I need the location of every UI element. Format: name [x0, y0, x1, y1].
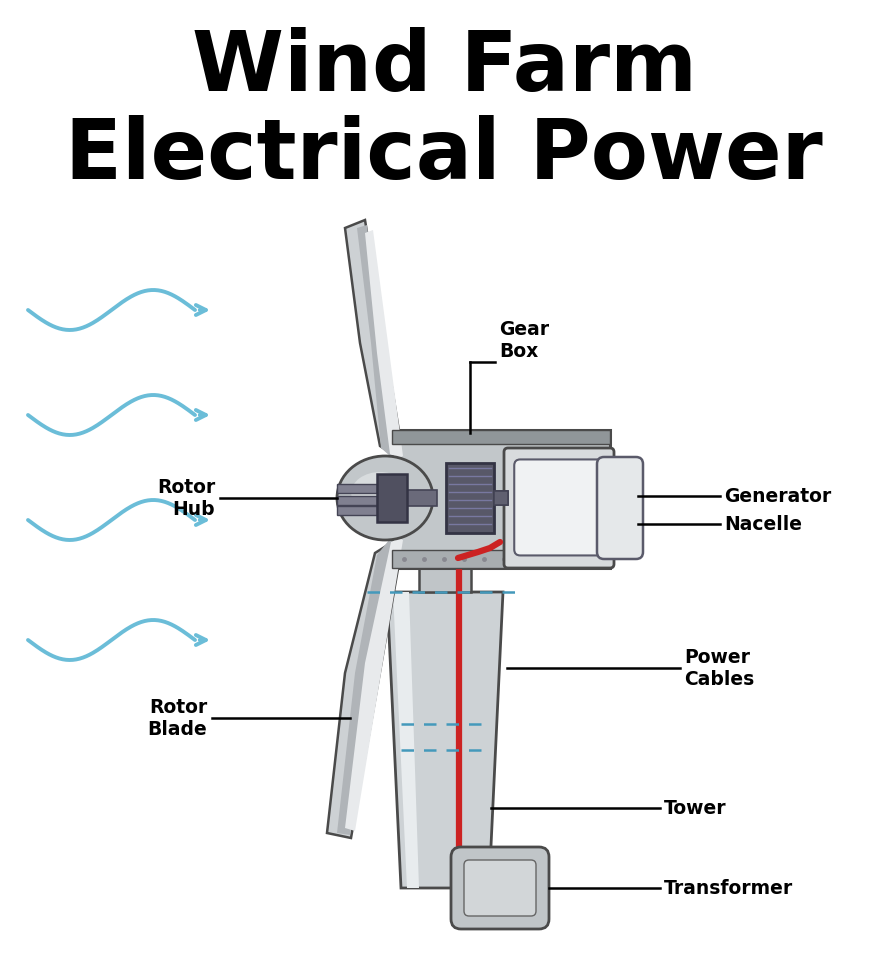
- FancyBboxPatch shape: [451, 847, 549, 929]
- Bar: [392, 430, 610, 568]
- Text: Rotor
Blade: Rotor Blade: [147, 698, 207, 739]
- Bar: [377, 474, 407, 522]
- Bar: [446, 463, 494, 533]
- Polygon shape: [327, 538, 403, 838]
- Bar: [337, 484, 377, 493]
- Text: Wind Farm: Wind Farm: [192, 27, 696, 109]
- Text: Rotor
Hub: Rotor Hub: [157, 477, 215, 518]
- Text: Electrical Power: Electrical Power: [65, 115, 823, 195]
- Bar: [337, 506, 377, 515]
- Bar: [392, 430, 610, 444]
- FancyBboxPatch shape: [597, 457, 643, 559]
- Ellipse shape: [337, 456, 433, 540]
- FancyBboxPatch shape: [514, 460, 603, 556]
- FancyBboxPatch shape: [504, 448, 614, 568]
- Bar: [337, 496, 377, 505]
- Polygon shape: [345, 220, 403, 458]
- Text: Power
Cables: Power Cables: [684, 648, 754, 689]
- Bar: [419, 564, 471, 592]
- Polygon shape: [337, 540, 393, 835]
- Polygon shape: [365, 230, 403, 458]
- FancyBboxPatch shape: [464, 860, 536, 916]
- Ellipse shape: [351, 472, 408, 514]
- Bar: [494, 491, 508, 505]
- Bar: [494, 491, 508, 505]
- Polygon shape: [387, 592, 503, 888]
- Bar: [407, 490, 437, 506]
- Text: Transformer: Transformer: [664, 878, 793, 898]
- Polygon shape: [393, 592, 419, 888]
- Polygon shape: [345, 538, 403, 831]
- Bar: [392, 550, 610, 568]
- Text: Tower: Tower: [664, 799, 726, 817]
- Polygon shape: [357, 225, 395, 456]
- Text: Gear
Box: Gear Box: [499, 319, 549, 361]
- Text: Nacelle: Nacelle: [724, 514, 802, 533]
- Text: Generator: Generator: [724, 486, 831, 506]
